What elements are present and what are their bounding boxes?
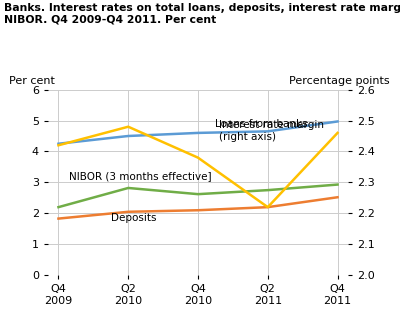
Text: Per cent: Per cent bbox=[9, 76, 55, 86]
Text: Loans from banks: Loans from banks bbox=[216, 119, 308, 129]
Text: Deposits: Deposits bbox=[111, 213, 156, 223]
Text: NIBOR (3 months effective]: NIBOR (3 months effective] bbox=[69, 171, 212, 181]
Text: Percentage points: Percentage points bbox=[289, 76, 390, 86]
Text: Interest rate margin
(right axis): Interest rate margin (right axis) bbox=[219, 120, 324, 142]
Text: Banks. Interest rates on total loans, deposits, interest rate margin and
NIBOR. : Banks. Interest rates on total loans, de… bbox=[4, 3, 400, 25]
